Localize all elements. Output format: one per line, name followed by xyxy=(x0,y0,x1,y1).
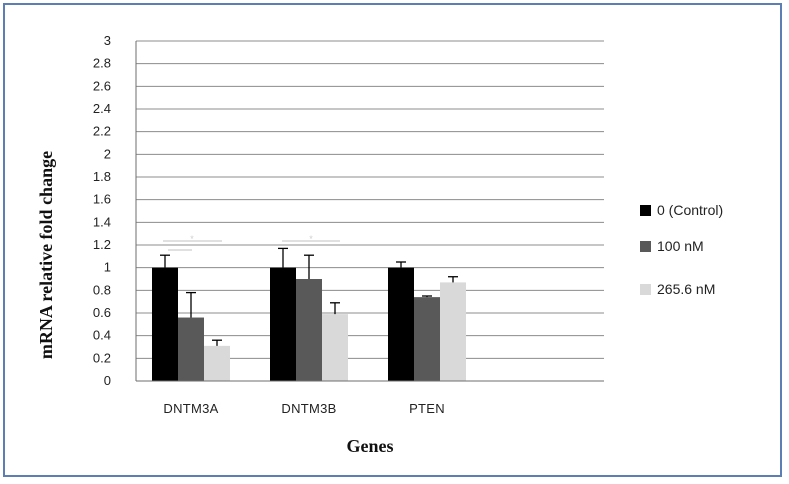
y-tick-label: 2.8 xyxy=(93,56,111,71)
y-tick-label: 0.8 xyxy=(93,282,111,297)
y-tick-label: 1.6 xyxy=(93,192,111,207)
x-tick-label: DNTM3B xyxy=(281,401,336,416)
error-bars xyxy=(160,247,458,346)
bar-dntm3a-1 xyxy=(178,317,204,381)
y-axis-title: mRNA relative fold change xyxy=(36,151,56,359)
legend-label-2: 265.6 nM xyxy=(657,281,715,297)
y-tick-label: 1.4 xyxy=(93,214,111,229)
bar-pten-2 xyxy=(440,282,466,381)
legend: 0 (Control) 100 nM 265.6 nM xyxy=(640,202,723,297)
y-tick-label: 0 xyxy=(104,373,111,388)
significance-star: * xyxy=(190,234,194,244)
y-tick-label: 0.2 xyxy=(93,350,111,365)
y-tick-label: 3 xyxy=(104,33,111,48)
y-tick-label: 1.2 xyxy=(93,237,111,252)
significance-marks: * * xyxy=(163,234,340,251)
bar-dntm3b-2 xyxy=(322,314,348,381)
y-tick-labels: 0 0.2 0.4 0.6 0.8 1 1.2 1.4 1.6 1.8 2 2.2 2.4 2.6 2.8 3 xyxy=(93,33,111,388)
x-tick-label: PTEN xyxy=(409,401,445,416)
y-tick-label: 2.4 xyxy=(93,101,111,116)
bar-dntm3b-1 xyxy=(296,279,322,381)
legend-label-0: 0 (Control) xyxy=(657,202,723,218)
y-tick-label: 2.2 xyxy=(93,124,111,139)
legend-swatch-1 xyxy=(640,241,651,252)
gridlines xyxy=(136,40,604,382)
bar-pten-1 xyxy=(414,297,440,381)
y-tick-label: 1.8 xyxy=(93,169,111,184)
x-axis-title: Genes xyxy=(347,436,394,456)
y-tick-label: 0.6 xyxy=(93,305,111,320)
category-labels: DNTM3A DNTM3B PTEN xyxy=(163,401,445,416)
y-tick-label: 2 xyxy=(104,146,111,161)
bar-dntm3a-2 xyxy=(204,345,230,381)
bar-pten-0 xyxy=(388,267,414,381)
y-tick-label: 1 xyxy=(104,260,111,275)
significance-star: * xyxy=(309,234,313,244)
y-tick-label: 0.4 xyxy=(93,328,111,343)
x-tick-label: DNTM3A xyxy=(163,401,218,416)
y-tick-label: 2.6 xyxy=(93,78,111,93)
chart-frame xyxy=(3,3,782,477)
bars xyxy=(152,267,466,381)
legend-swatch-2 xyxy=(640,284,651,295)
bar-dntm3b-0 xyxy=(270,267,296,381)
legend-swatch-0 xyxy=(640,205,651,216)
bar-dntm3a-0 xyxy=(152,267,178,381)
legend-label-1: 100 nM xyxy=(657,238,704,254)
